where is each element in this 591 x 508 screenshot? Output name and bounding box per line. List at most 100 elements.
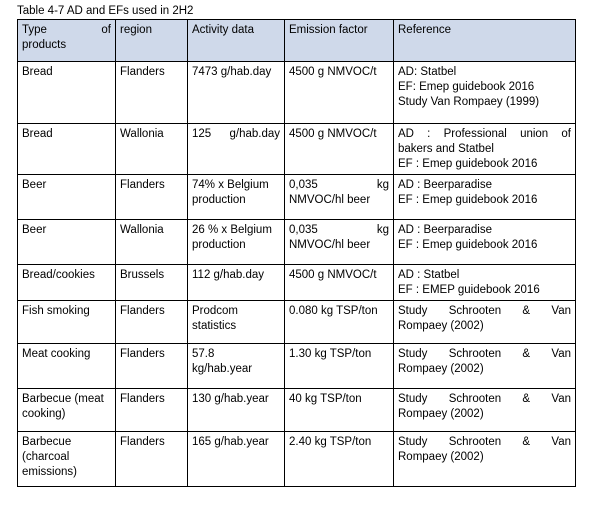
- activity-cell: 7473 g/hab.day: [187, 61, 285, 124]
- activity-cell: 125 g/hab.day: [187, 123, 285, 175]
- emission-text: 4500 g NMVOC/t: [289, 269, 377, 281]
- header-products-word: products: [22, 39, 67, 51]
- table-row: Bread Wallonia 125 g/hab.day 4500 g NMVOC/t…: [17, 123, 576, 175]
- reference-text: Rompaey (2002): [398, 320, 484, 332]
- reference-cell: Study Schrooten & Van Rompaey (2002): [393, 388, 576, 432]
- activity-text: production: [192, 194, 246, 206]
- activity-cell: 165 g/hab.year: [187, 431, 285, 487]
- table-row: Beer Flanders 74% x Belgium production 0,035…: [17, 174, 576, 220]
- reference-cell: Study Schrooten & Van Rompaey (2002): [393, 343, 576, 389]
- emission-text: 0,035 kg: [289, 179, 389, 191]
- table-row: Meat cooking Flanders 57.8 kg/hab.year 1.30 …: [17, 343, 576, 389]
- type-text: Barbecue (meat: [22, 393, 104, 405]
- region-text: Flanders: [120, 436, 165, 448]
- reference-text: Study Schrooten & Van: [398, 305, 571, 317]
- table-row: Barbecue (charcoal emissions) Flanders 165 g…: [17, 431, 576, 487]
- reference-cell: AD : Beerparadise EF : Emep guidebook 201…: [393, 219, 576, 265]
- region-cell: Brussels: [115, 264, 188, 301]
- emission-cell: 2.40 kg TSP/ton: [284, 431, 394, 487]
- activity-cell: 112 g/hab.day: [187, 264, 285, 301]
- emission-cell: 4500 g NMVOC/t: [284, 264, 394, 301]
- activity-text: 26 % x Belgium: [192, 224, 272, 236]
- table-row: Barbecue (meat cooking) Flanders 130 g/hab.…: [17, 388, 576, 432]
- reference-cell: AD : Professional union of bakers and Sta…: [393, 123, 576, 175]
- emission-text: 2.40 kg TSP/ton: [289, 436, 372, 448]
- region-text: Wallonia: [120, 224, 164, 236]
- activity-text: 7473 g/hab.day: [192, 66, 272, 78]
- reference-cell: AD : Beerparadise EF : Emep guidebook 201…: [393, 174, 576, 220]
- region-text: Flanders: [120, 393, 165, 405]
- reference-text: EF : EMEP guidebook 2016: [398, 284, 540, 296]
- region-cell: Flanders: [115, 174, 188, 220]
- header-type: Type of products: [17, 19, 116, 62]
- activity-cell: 57.8 kg/hab.year: [187, 343, 285, 389]
- reference-text: Study Schrooten & Van: [398, 436, 571, 448]
- emission-cell: 0,035 kg NMVOC/hl beer: [284, 174, 394, 220]
- emission-text: NMVOC/hl beer: [289, 239, 371, 251]
- emission-cell: 4500 g NMVOC/t: [284, 123, 394, 175]
- reference-cell: AD: Statbel EF: Emep guidebook 2016 Study …: [393, 61, 576, 124]
- activity-text: 125 g/hab.day: [192, 128, 280, 140]
- type-cell: Bread/cookies: [17, 264, 116, 301]
- reference-text: EF: Emep guidebook 2016: [398, 81, 535, 93]
- type-text: Beer: [22, 224, 47, 236]
- reference-text: EF : Emep guidebook 2016: [398, 239, 538, 251]
- activity-cell: 130 g/hab.year: [187, 388, 285, 432]
- region-text: Flanders: [120, 66, 165, 78]
- header-reference: Reference: [393, 19, 576, 62]
- activity-cell: 26 % x Belgium production: [187, 219, 285, 265]
- reference-text: Rompaey (2002): [398, 408, 484, 420]
- emission-text: NMVOC/hl beer: [289, 194, 371, 206]
- reference-text: EF : Emep guidebook 2016: [398, 194, 538, 206]
- emission-text: 4500 g NMVOC/t: [289, 66, 377, 78]
- reference-text: AD : Beerparadise: [398, 179, 492, 191]
- region-cell: Flanders: [115, 61, 188, 124]
- region-cell: Flanders: [115, 300, 188, 344]
- reference-text: AD : Beerparadise: [398, 224, 492, 236]
- activity-text: kg/hab.year: [192, 363, 253, 375]
- region-cell: Wallonia: [115, 123, 188, 175]
- table-row: Beer Wallonia 26 % x Belgium production 0,03…: [17, 219, 576, 265]
- reference-text: Rompaey (2002): [398, 363, 484, 375]
- emission-text: 0,035 kg: [289, 224, 389, 236]
- activity-text: 57.8: [192, 348, 215, 360]
- activity-text: production: [192, 239, 246, 251]
- emission-text: 4500 g NMVOC/t: [289, 128, 377, 140]
- reference-text: bakers and Statbel: [398, 143, 494, 155]
- type-cell: Barbecue (meat cooking): [17, 388, 116, 432]
- reference-text: AD : Statbel: [398, 269, 460, 281]
- emission-cell: 0,035 kg NMVOC/hl beer: [284, 219, 394, 265]
- activity-text: statistics: [192, 320, 237, 332]
- type-cell: Beer: [17, 219, 116, 265]
- emission-text: 40 kg TSP/ton: [289, 393, 362, 405]
- reference-text: Study Schrooten & Van: [398, 393, 571, 405]
- emission-text: 1.30 kg TSP/ton: [289, 348, 372, 360]
- reference-text: Study Van Rompaey (1999): [398, 96, 540, 108]
- emission-cell: 0.080 kg TSP/ton: [284, 300, 394, 344]
- region-text: Flanders: [120, 179, 165, 191]
- activity-text: 165 g/hab.year: [192, 436, 269, 448]
- reference-text: Study Schrooten & Van: [398, 348, 571, 360]
- type-text: Barbecue: [22, 436, 72, 448]
- type-cell: Meat cooking: [17, 343, 116, 389]
- table-row: Fish smoking Flanders Prodcom statistics 0.0…: [17, 300, 576, 344]
- activity-cell: 74% x Belgium production: [187, 174, 285, 220]
- type-cell: Bread: [17, 61, 116, 124]
- region-cell: Wallonia: [115, 219, 188, 265]
- reference-text: AD: Statbel: [398, 66, 457, 78]
- type-text: emissions): [22, 466, 77, 478]
- reference-text: Rompaey (2002): [398, 451, 484, 463]
- reference-cell: Study Schrooten & Van Rompaey (2002): [393, 300, 576, 344]
- activity-data-table: Type of products region Activity data Em…: [17, 19, 576, 487]
- reference-text: EF : Emep guidebook 2016: [398, 158, 538, 170]
- region-text: Flanders: [120, 305, 165, 317]
- type-cell: Beer: [17, 174, 116, 220]
- header-emission: Emission factor: [284, 19, 394, 62]
- emission-cell: 40 kg TSP/ton: [284, 388, 394, 432]
- header-row: Type of products region Activity data Em…: [17, 19, 576, 62]
- reference-text: AD : Professional union of: [398, 128, 571, 140]
- emission-cell: 4500 g NMVOC/t: [284, 61, 394, 124]
- type-cell: Bread: [17, 123, 116, 175]
- table-caption: Table 4-7 AD and EFs used in 2H2: [17, 5, 194, 17]
- reference-cell: AD : Statbel EF : EMEP guidebook 2016: [393, 264, 576, 301]
